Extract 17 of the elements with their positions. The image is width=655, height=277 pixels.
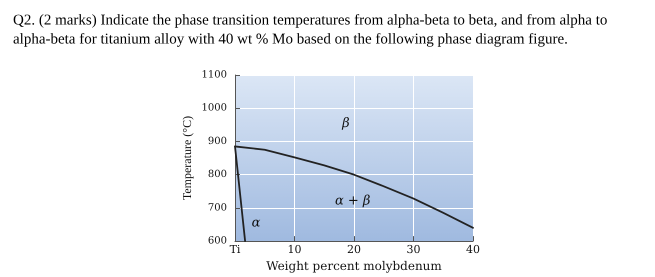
chart-title: Q2. (2 marks) Indicate the phase transition temperatures from alpha-beta to beta, and from alpha to alpha-beta for titanium alloy with 40 wt % Mo based on the following phase diagram figure. — [13, 12, 612, 48]
y-tick-label: 900 — [208, 136, 227, 147]
x-axis-title: Weight percent molybdenum — [266, 259, 442, 273]
annotation: β — [341, 116, 350, 131]
annotation: α + β — [334, 193, 370, 208]
y-tick-label: 700 — [208, 202, 227, 214]
y-tick-label: 600 — [208, 236, 227, 247]
y-tick-label: 1100 — [202, 70, 227, 80]
x-tick-label: 30 — [406, 243, 420, 256]
x-tick-label: 10 — [288, 243, 302, 256]
annotation: α — [252, 216, 261, 231]
y-tick-label: 1000 — [202, 102, 227, 114]
x-tick-label: 20 — [347, 243, 361, 256]
y-axis-title: Temperature (°C) — [180, 116, 194, 200]
y-tick-label: 800 — [208, 169, 227, 180]
x-tick-label: 40 — [466, 243, 480, 256]
x-tick-label: Ti — [230, 243, 241, 256]
